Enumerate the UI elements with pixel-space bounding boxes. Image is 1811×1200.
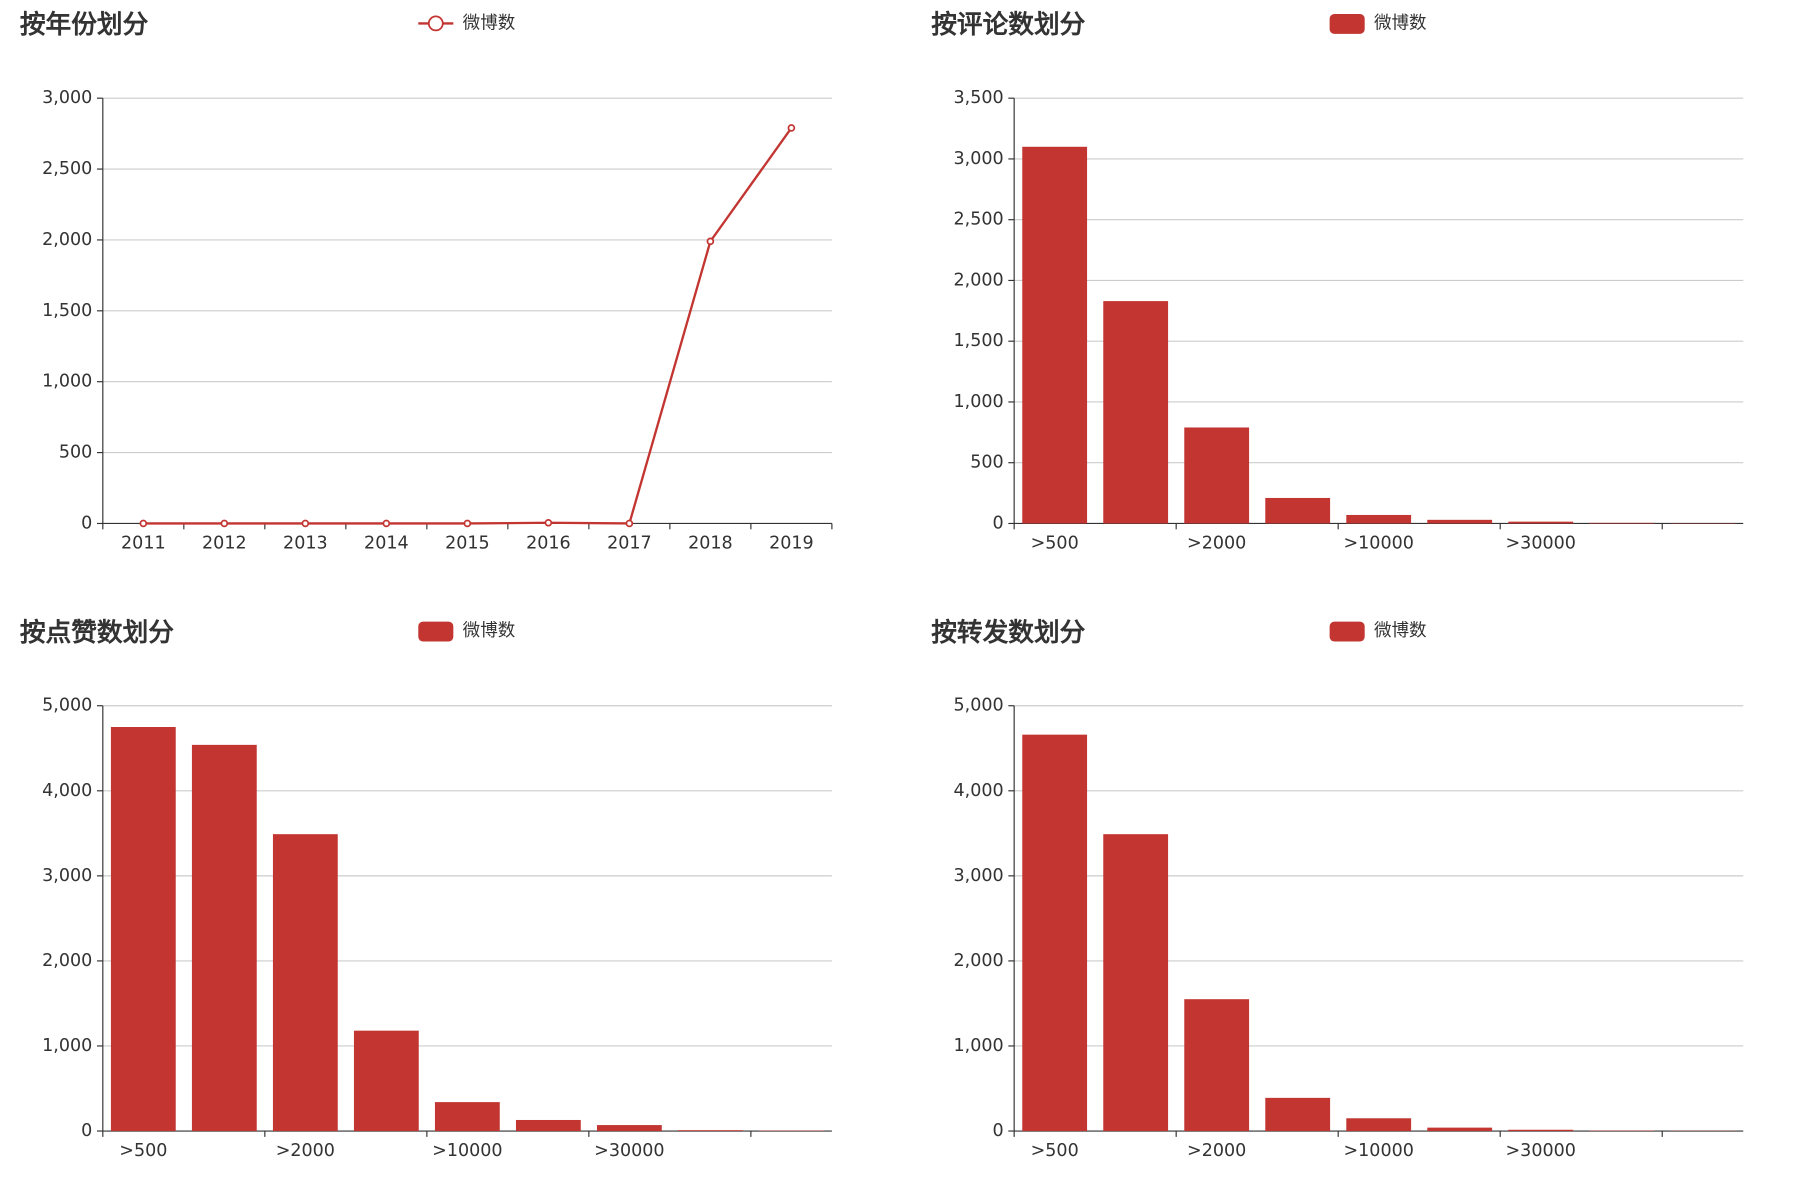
bar (272, 834, 338, 1132)
x-tick-label: 2014 (364, 533, 409, 553)
bar (434, 1102, 500, 1132)
bar (1184, 999, 1250, 1132)
y-tick-label: 3,000 (953, 149, 1003, 169)
bar (1508, 521, 1574, 524)
y-tick-label: 1,000 (42, 372, 92, 392)
bar (1589, 522, 1655, 524)
legend-swatch (1329, 14, 1365, 34)
x-tick-label: >30000 (594, 1141, 664, 1161)
y-tick-label: 2,000 (953, 270, 1003, 290)
point (463, 519, 472, 528)
y-tick-label: 0 (992, 513, 1003, 533)
y-tick-label: 3,000 (42, 866, 92, 886)
legend-label: 微博数 (1374, 13, 1427, 33)
point (544, 518, 553, 527)
y-tick-label: 0 (992, 1121, 1003, 1141)
legend-label: 微博数 (1374, 621, 1427, 641)
legend-swatch (1329, 621, 1365, 642)
point (625, 519, 634, 528)
bar (1184, 427, 1250, 524)
legend-label: 微博数 (463, 621, 516, 641)
bar (1508, 1129, 1574, 1132)
point (220, 519, 229, 528)
x-tick-label: >10000 (1343, 533, 1413, 553)
x-tick-label: >500 (1031, 533, 1079, 553)
y-tick-label: 3,500 (953, 88, 1003, 108)
x-tick-label: 2017 (607, 533, 652, 553)
point (706, 237, 715, 246)
x-tick-label: 2019 (769, 533, 814, 553)
bar (1103, 301, 1169, 524)
x-tick-label: 2016 (526, 533, 571, 553)
x-tick-label: >30000 (1506, 1141, 1576, 1161)
bar (596, 1125, 662, 1132)
y-tick-label: 2,000 (953, 951, 1003, 971)
y-tick-label: 3,000 (953, 866, 1003, 886)
chart-title: 按转发数划分 (931, 617, 1085, 648)
chart-title: 按点赞数划分 (20, 617, 174, 648)
point (139, 519, 148, 528)
y-tick-label: 4,000 (953, 781, 1003, 801)
bar (1346, 1118, 1412, 1132)
bar (515, 1119, 581, 1132)
y-tick-label: 0 (81, 513, 92, 533)
bar (1265, 1097, 1331, 1132)
y-tick-label: 1,500 (42, 301, 92, 321)
y-tick-label: 2,000 (42, 230, 92, 250)
y-tick-label: 1,000 (953, 1036, 1003, 1056)
x-tick-label: >2000 (1187, 533, 1246, 553)
x-tick-label: 2011 (121, 533, 166, 553)
chart-title: 按年份划分 (20, 9, 149, 40)
x-tick-label: 2018 (688, 533, 733, 553)
legend-marker (427, 15, 444, 32)
x-tick-label: >10000 (432, 1141, 502, 1161)
bar (1265, 497, 1331, 524)
y-tick-label: 0 (81, 1121, 92, 1141)
bar (677, 1130, 743, 1132)
y-tick-label: 500 (970, 453, 1003, 473)
y-tick-label: 2,000 (42, 951, 92, 971)
y-tick-label: 2,500 (953, 210, 1003, 230)
bar (1427, 519, 1493, 524)
y-tick-label: 1,500 (953, 331, 1003, 351)
x-tick-label: 2015 (445, 533, 490, 553)
bar (1103, 834, 1169, 1132)
y-tick-label: 2,500 (42, 159, 92, 179)
point (382, 519, 391, 528)
y-tick-label: 1,000 (953, 392, 1003, 412)
x-tick-label: >2000 (276, 1141, 335, 1161)
y-tick-label: 500 (59, 443, 92, 463)
chart-title: 按评论数划分 (931, 9, 1085, 40)
legend-swatch (418, 621, 454, 642)
bar (191, 744, 257, 1132)
x-tick-label: 2013 (283, 533, 328, 553)
bar (1022, 734, 1088, 1132)
y-tick-label: 4,000 (42, 781, 92, 801)
x-tick-label: 2012 (202, 533, 247, 553)
bar (1022, 146, 1088, 524)
bar (1427, 1127, 1493, 1132)
x-tick-label: >2000 (1187, 1141, 1246, 1161)
y-tick-label: 5,000 (953, 696, 1003, 716)
bar (1346, 514, 1412, 524)
y-tick-label: 1,000 (42, 1036, 92, 1056)
x-tick-label: >500 (1031, 1141, 1079, 1161)
line (143, 127, 793, 525)
bar (353, 1030, 419, 1132)
y-tick-label: 5,000 (42, 696, 92, 716)
legend-label: 微博数 (463, 13, 516, 33)
y-tick-label: 3,000 (42, 88, 92, 108)
point (787, 124, 796, 132)
x-tick-label: >10000 (1343, 1141, 1413, 1161)
point (301, 519, 310, 528)
x-tick-label: >30000 (1506, 533, 1576, 553)
x-tick-label: >500 (119, 1141, 167, 1161)
bar (110, 727, 176, 1132)
